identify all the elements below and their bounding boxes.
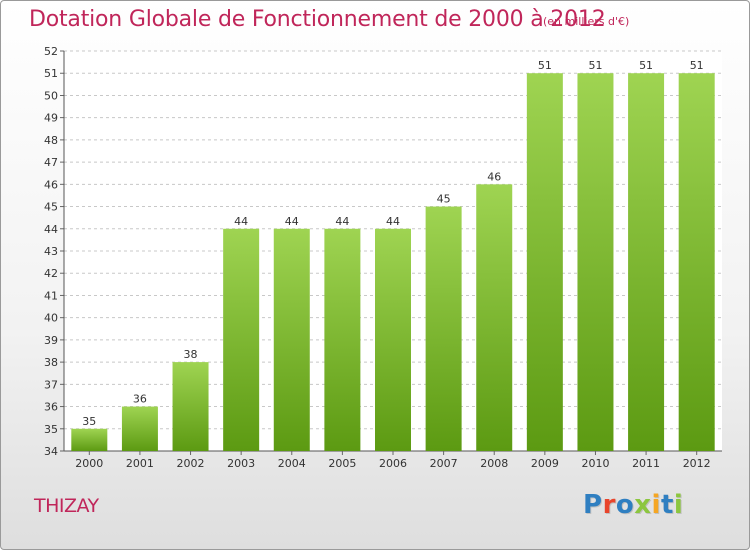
x-tick-label-2009: 2009 bbox=[531, 457, 559, 470]
x-tick-label-2004: 2004 bbox=[278, 457, 306, 470]
data-label-2010: 51 bbox=[588, 59, 602, 72]
y-tick-label: 50 bbox=[44, 89, 58, 102]
proxiti-logo: Proxiti bbox=[583, 490, 683, 520]
logo-letter: x bbox=[634, 490, 652, 520]
x-tick-label-2002: 2002 bbox=[177, 457, 205, 470]
logo-letter: r bbox=[602, 490, 616, 520]
data-label-2008: 46 bbox=[487, 170, 501, 183]
y-tick-label: 41 bbox=[44, 289, 58, 302]
chart-title: Dotation Globale de Fonctionnement de 20… bbox=[29, 7, 606, 32]
y-tick-label: 38 bbox=[44, 356, 58, 369]
data-label-2002: 38 bbox=[184, 348, 198, 361]
y-tick-label: 37 bbox=[44, 378, 58, 391]
logo-letter: o bbox=[615, 490, 635, 520]
y-tick-label: 49 bbox=[44, 112, 58, 125]
x-tick-label-2010: 2010 bbox=[581, 457, 609, 470]
bar-2000 bbox=[71, 428, 108, 451]
y-tick-labels: 34 35 36 37 38 39 40 41 42 43 44 45 46 47 48 49 50 51 52 bbox=[44, 45, 58, 458]
y-tick-label: 34 bbox=[44, 445, 58, 458]
y-tick-label: 44 bbox=[44, 223, 58, 236]
bars bbox=[71, 73, 715, 452]
bar-2009 bbox=[526, 73, 563, 451]
bar-2010 bbox=[577, 73, 614, 451]
data-label-2003: 44 bbox=[234, 215, 248, 228]
y-tick-label: 45 bbox=[44, 201, 58, 214]
y-tick-label: 43 bbox=[44, 245, 58, 258]
x-tick-labels: 2000 2001 2002 2003 2004 2005 2006 2007 2008 2009… bbox=[75, 457, 710, 470]
x-tick-label-2006: 2006 bbox=[379, 457, 407, 470]
bar-2008 bbox=[476, 184, 513, 452]
y-tick-label: 48 bbox=[44, 134, 58, 147]
data-label-2011: 51 bbox=[639, 59, 653, 72]
logo-letter: i bbox=[673, 490, 684, 520]
data-label-2005: 44 bbox=[335, 215, 349, 228]
commune-name: THIZAY bbox=[34, 495, 99, 517]
y-tick-label: 35 bbox=[44, 423, 58, 436]
data-label-2006: 44 bbox=[386, 215, 400, 228]
data-label-2007: 45 bbox=[437, 193, 451, 206]
logo-letter: t bbox=[660, 490, 674, 520]
x-tick-label-2011: 2011 bbox=[632, 457, 660, 470]
y-tick-label: 51 bbox=[44, 67, 58, 80]
x-tick-label-2007: 2007 bbox=[430, 457, 458, 470]
bar-2005 bbox=[324, 228, 361, 451]
bar-2006 bbox=[375, 228, 411, 451]
bar-2004 bbox=[273, 228, 310, 451]
y-tick-label: 40 bbox=[44, 312, 58, 325]
y-tick-label: 47 bbox=[44, 156, 58, 169]
y-tick-label: 46 bbox=[44, 178, 58, 191]
data-label-2012: 51 bbox=[690, 59, 704, 72]
bar-2003 bbox=[223, 228, 260, 451]
x-tick-label-2003: 2003 bbox=[227, 457, 255, 470]
y-tick-label: 36 bbox=[44, 401, 58, 414]
x-tick-label-2000: 2000 bbox=[75, 457, 103, 470]
data-label-2000: 35 bbox=[82, 415, 96, 428]
x-tick-label-2008: 2008 bbox=[480, 457, 508, 470]
bar-2007 bbox=[425, 206, 462, 451]
logo-letter: i bbox=[651, 490, 661, 520]
data-label-2001: 36 bbox=[133, 393, 147, 406]
bar-2012 bbox=[678, 73, 715, 451]
x-tick-label-2005: 2005 bbox=[328, 457, 356, 470]
y-tick-label: 42 bbox=[44, 267, 58, 280]
y-tick-label: 52 bbox=[44, 45, 58, 58]
x-tick-label-2001: 2001 bbox=[126, 457, 154, 470]
bar-2002 bbox=[172, 362, 209, 451]
bar-2011 bbox=[628, 73, 665, 451]
data-labels: 35 36 38 44 44 44 44 45 46 51 51 51 51 bbox=[82, 59, 703, 428]
x-tick-label-2012: 2012 bbox=[683, 457, 711, 470]
data-label-2009: 51 bbox=[538, 59, 552, 72]
y-tick-label: 39 bbox=[44, 334, 58, 347]
logo-letter: P bbox=[583, 490, 603, 520]
chart-subtitle: (en milliers d'€) bbox=[543, 15, 630, 28]
data-label-2004: 44 bbox=[285, 215, 299, 228]
bar-2001 bbox=[121, 406, 158, 451]
